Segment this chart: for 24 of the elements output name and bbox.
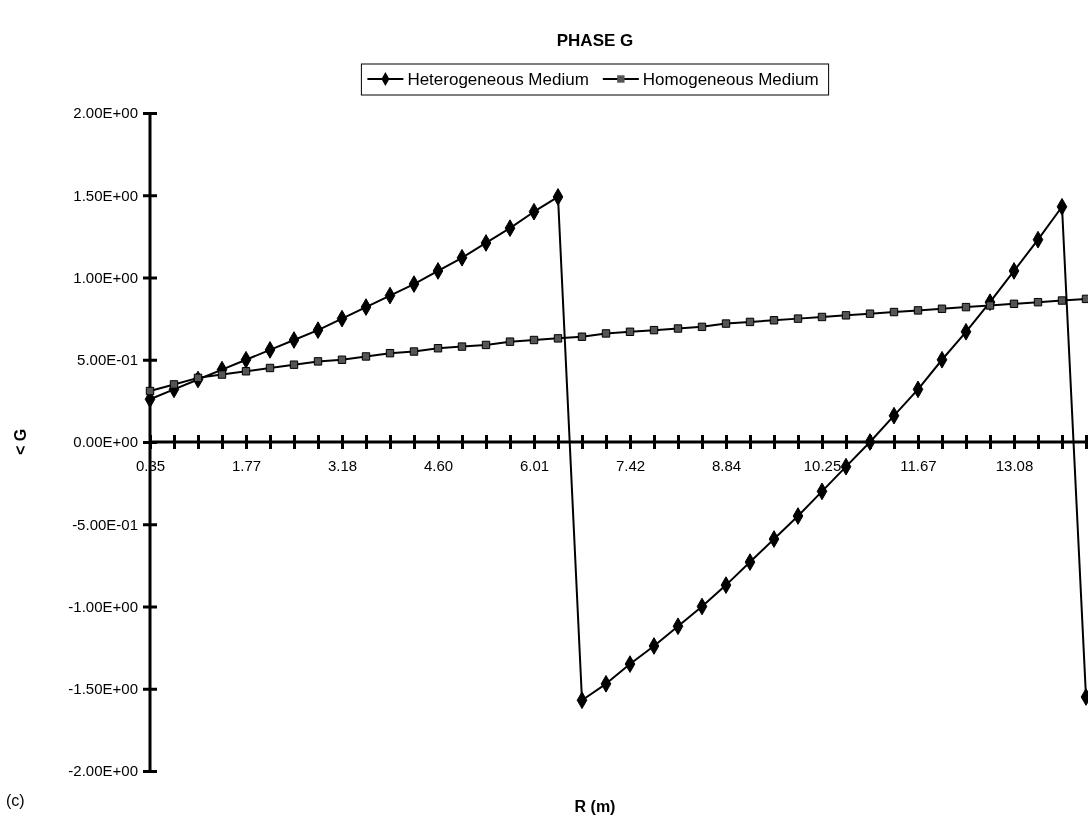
y-tick-label: 2.00E+00 (73, 104, 138, 122)
chart-title: PHASE G (556, 31, 634, 50)
y-tick-label: 0.00E+00 (73, 433, 138, 451)
x-tick-label: 6.01 (519, 456, 550, 474)
y-tick-label: -1.50E+00 (68, 680, 138, 698)
y-tick-label: -1.00E+00 (68, 597, 138, 615)
legend-label: Heterogeneous Medium (407, 70, 589, 89)
y-axis-title: < G (12, 428, 29, 456)
text: (c) (6, 792, 25, 809)
y-tick-label: 1.00E+00 (73, 268, 138, 286)
x-tick-label: 1.77 (231, 456, 262, 474)
x-tick-label: 4.60 (423, 456, 454, 474)
x-tick-label: 3.18 (327, 456, 358, 474)
x-tick-label: 10.25 (803, 456, 842, 474)
legend-label: Homogeneous Medium (642, 70, 819, 89)
y-tick-label: 1.50E+00 (73, 186, 138, 204)
x-tick-label: 13.08 (995, 456, 1034, 474)
y-tick-label: 5.00E-01 (77, 351, 138, 369)
x-tick-label: 7.42 (615, 456, 646, 474)
y-tick-label: -5.00E-01 (72, 515, 138, 533)
x-axis-title: R (m) (574, 798, 616, 815)
y-tick-label: -2.00E+00 (68, 762, 138, 780)
x-tick-label: 8.84 (711, 456, 742, 474)
x-tick-label: 11.67 (900, 456, 937, 474)
